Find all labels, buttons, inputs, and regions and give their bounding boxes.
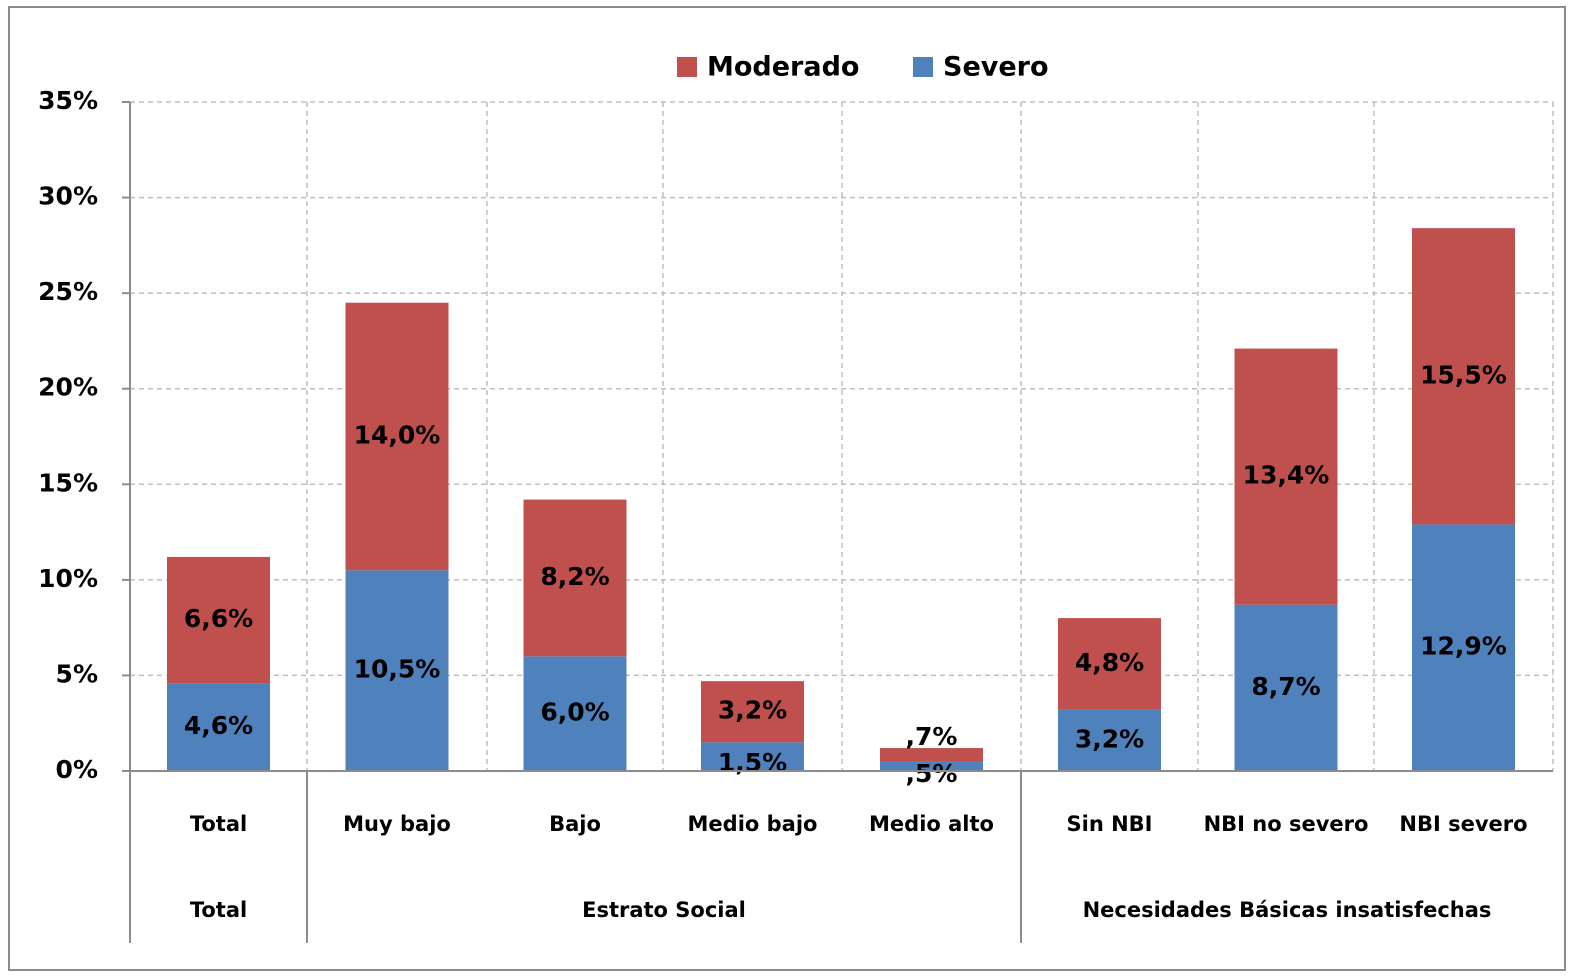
legend-label-moderado: Moderado <box>707 52 859 83</box>
bar-severo-7[interactable] <box>1234 604 1338 771</box>
bar-moderado-4[interactable] <box>701 681 804 743</box>
x-category-label-4: Medio bajo <box>688 812 818 836</box>
data-label-severo-7: 8,7% <box>1251 672 1320 701</box>
x-group-label-1: Total <box>190 898 247 922</box>
x-category-label-5: Medio alto <box>869 812 994 836</box>
data-label-moderado-5: ,7% <box>906 722 958 751</box>
x-category-label-6: Sin NBI <box>1067 812 1153 836</box>
y-tick-label: 5% <box>56 659 98 688</box>
bar-moderado-1[interactable] <box>167 556 270 684</box>
data-label-moderado-3: 8,2% <box>540 562 609 591</box>
data-label-moderado-2: 14,0% <box>354 421 441 450</box>
bar-moderado-2[interactable] <box>345 302 449 571</box>
data-label-severo-5: ,5% <box>906 759 958 788</box>
x-category-label-3: Bajo <box>549 812 601 836</box>
data-label-moderado-8: 15,5% <box>1420 360 1507 389</box>
data-label-severo-3: 6,0% <box>540 698 609 727</box>
y-tick-label: 15% <box>38 468 98 497</box>
x-category-label-1: Total <box>190 812 247 836</box>
x-group-label-3: Necesidades Básicas insatisfechas <box>1083 898 1492 922</box>
bar-moderado-3[interactable] <box>523 499 627 657</box>
bar-severo-5[interactable] <box>880 761 983 771</box>
bar-severo-1[interactable] <box>167 683 270 771</box>
y-tick-label: 10% <box>38 564 98 593</box>
y-tick-label: 0% <box>56 755 98 784</box>
legend-swatch-moderado <box>677 57 697 77</box>
data-label-severo-4: 1,5% <box>718 748 787 777</box>
data-label-severo-2: 10,5% <box>354 655 441 684</box>
bar-severo-6[interactable] <box>1058 709 1161 771</box>
bar-moderado-7[interactable] <box>1234 348 1338 605</box>
x-category-label-2: Muy bajo <box>343 812 451 836</box>
y-tick-label: 30% <box>38 182 98 211</box>
y-tick-label: 35% <box>38 86 98 115</box>
data-label-moderado-6: 4,8% <box>1075 648 1144 677</box>
data-label-moderado-7: 13,4% <box>1243 461 1330 490</box>
x-category-label-7: NBI no severo <box>1204 812 1369 836</box>
legend-label-severo: Severo <box>943 52 1049 83</box>
bar-severo-2[interactable] <box>345 570 449 771</box>
data-label-moderado-4: 3,2% <box>718 696 787 725</box>
legend-swatch-severo <box>913 57 933 77</box>
data-label-severo-1: 4,6% <box>184 711 253 740</box>
bar-moderado-8[interactable] <box>1412 228 1515 525</box>
data-label-severo-8: 12,9% <box>1420 632 1507 661</box>
y-tick-label: 20% <box>38 373 98 402</box>
bar-severo-3[interactable] <box>523 656 627 771</box>
bar-moderado-6[interactable] <box>1058 618 1161 710</box>
data-label-moderado-1: 6,6% <box>184 604 253 633</box>
x-group-label-2: Estrato Social <box>582 898 746 922</box>
bar-moderado-5[interactable] <box>880 748 983 762</box>
bar-severo-4[interactable] <box>701 742 804 771</box>
y-tick-label: 25% <box>38 277 98 306</box>
x-category-label-8: NBI severo <box>1399 812 1527 836</box>
data-label-severo-6: 3,2% <box>1075 724 1144 753</box>
bar-severo-8[interactable] <box>1412 524 1515 771</box>
